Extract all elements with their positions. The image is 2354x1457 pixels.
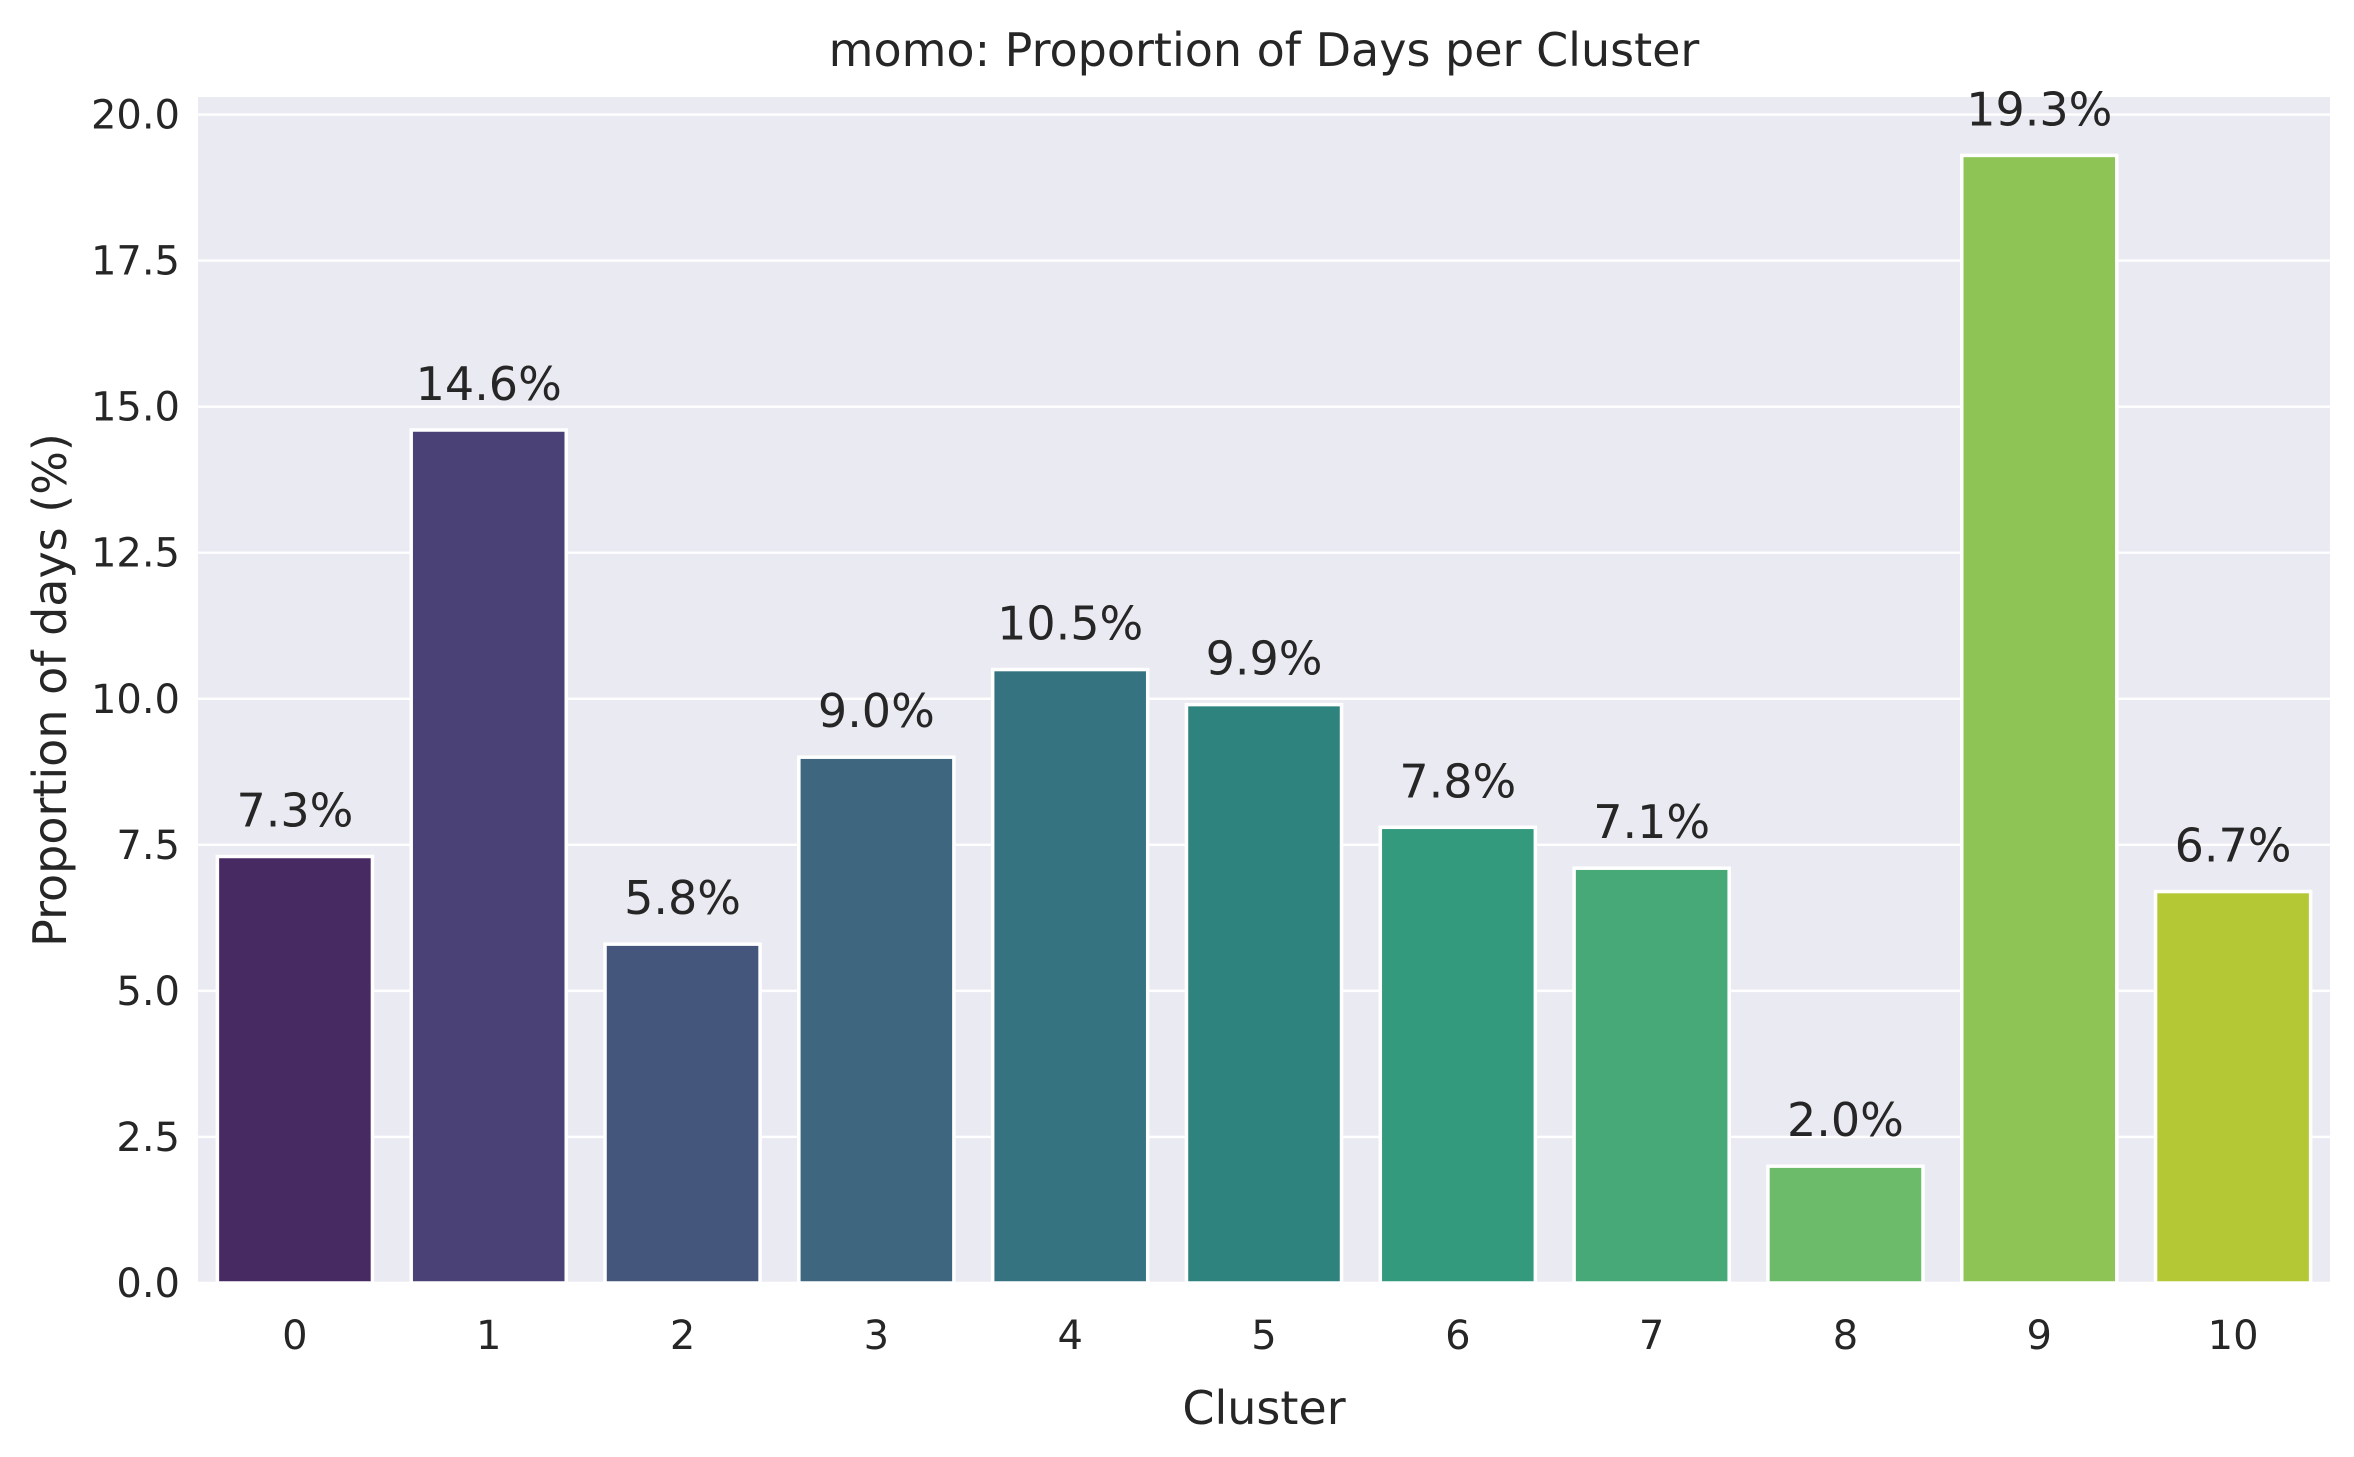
data-label: 10.5% [997,597,1143,651]
bar-cluster-5 [1184,702,1344,1285]
x-tick-label: 2 [670,1313,695,1359]
x-tick-label: 7 [1639,1313,1664,1359]
x-tick-label: 10 [2208,1313,2259,1359]
x-tick-label: 6 [1445,1313,1470,1359]
y-tick-label: 10.0 [91,677,180,723]
x-tick-label: 3 [864,1313,889,1359]
data-label: 9.9% [1206,632,1323,686]
y-tick-label: 5.0 [116,969,180,1015]
data-labels: 7.3% 14.6% 5.8% 9.0% 10.5% 9.9% 7.8% 7.1% 2.0% 19… [236,82,2291,1147]
bar-cluster-9 [1959,153,2119,1285]
data-label: 19.3% [1966,82,2112,136]
y-tick-label: 17.5 [91,239,180,285]
bar-cluster-2 [603,942,762,1285]
x-axis-label: Cluster [1182,1381,1345,1435]
y-axis-label: Proportion of days (%) [23,433,77,947]
bar-cluster-1 [409,428,569,1285]
bar-cluster-8 [1766,1164,1925,1285]
data-label: 5.8% [624,871,741,925]
data-label: 7.3% [236,784,353,838]
y-tick-label: 12.5 [91,531,180,577]
x-tick-label: 1 [476,1313,501,1359]
bar-cluster-7 [1572,866,1731,1285]
x-tick-label: 9 [2027,1313,2052,1359]
x-tick-label: 4 [1057,1313,1082,1359]
chart-title: momo: Proportion of Days per Cluster [829,23,1700,77]
data-label: 2.0% [1787,1093,1904,1147]
x-tick-label: 5 [1251,1313,1276,1359]
x-tick-label: 8 [1833,1313,1858,1359]
bar-cluster-3 [797,755,956,1285]
data-label: 14.6% [416,357,562,411]
bars [215,153,2313,1285]
data-label: 6.7% [2175,819,2292,873]
data-label: 7.1% [1593,795,1710,849]
y-tick-labels: 0.0 2.5 5.0 7.5 10.0 12.5 15.0 17.5 20.0 [91,93,180,1307]
y-tick-label: 2.5 [116,1115,180,1161]
bar-cluster-0 [215,854,375,1285]
y-tick-label: 15.0 [91,385,180,431]
data-label: 9.0% [818,684,935,738]
data-label: 7.8% [1399,754,1516,808]
x-tick-label: 0 [282,1313,307,1359]
bar-cluster-6 [1378,825,1538,1285]
y-tick-label: 20.0 [91,93,180,139]
bar-cluster-4 [990,667,1150,1285]
x-tick-labels: 0 1 2 3 4 5 6 7 8 9 10 [282,1313,2258,1359]
y-tick-label: 0.0 [116,1261,180,1307]
bar-cluster-10 [2153,889,2313,1285]
y-tick-label: 7.5 [116,823,180,869]
